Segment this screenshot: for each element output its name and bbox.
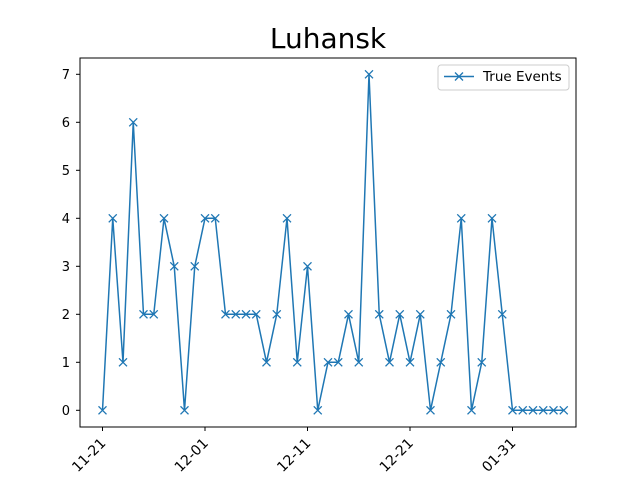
data-point: [251, 309, 261, 319]
data-point: [477, 357, 487, 367]
legend-marker-sample: [454, 72, 464, 81]
y-tick-label: 0: [62, 404, 70, 419]
data-point: [241, 309, 251, 319]
data-point: [487, 213, 497, 223]
chart-title: Luhansk: [270, 22, 387, 55]
data-point: [518, 405, 528, 415]
data-point: [549, 405, 558, 415]
data-point: [292, 357, 302, 367]
data-point: [221, 309, 230, 319]
data-point: [139, 309, 148, 319]
legend-box: [437, 64, 570, 91]
x-tick-label: 12-01: [172, 436, 212, 476]
data-point: [456, 213, 466, 223]
data-point: [364, 69, 374, 79]
data-point: [528, 405, 538, 415]
data-point: [262, 357, 271, 367]
data-point: [282, 213, 292, 223]
series-line: [101, 73, 564, 412]
data-point: [354, 357, 364, 367]
data-point: [344, 309, 353, 319]
legend-label: True Events: [482, 69, 562, 85]
y-tick-label: 7: [62, 68, 70, 83]
data-point: [374, 309, 384, 319]
data-point: [426, 405, 435, 415]
x-tick-label: 11-21: [69, 436, 109, 476]
data-point: [190, 261, 200, 271]
data-point: [446, 309, 456, 319]
data-point: [98, 405, 107, 415]
data-point: [436, 357, 446, 367]
data-point: [118, 357, 128, 367]
data-point: [385, 357, 394, 367]
data-point: [333, 357, 343, 367]
data-point: [128, 117, 138, 127]
x-tick-label: 01-31: [479, 436, 519, 476]
x-tick-label: 12-11: [274, 436, 314, 476]
data-point: [159, 213, 169, 223]
data-point: [200, 213, 210, 223]
data-point: [395, 309, 405, 319]
plot-area: [79, 57, 577, 428]
data-point: [272, 309, 282, 319]
data-point: [538, 405, 548, 415]
data-point: [313, 405, 323, 415]
data-point: [149, 309, 159, 319]
y-tick-label: 2: [62, 308, 70, 323]
y-tick-label: 1: [62, 356, 70, 371]
series-true-events: [98, 69, 569, 415]
data-point: [210, 213, 220, 223]
x-axis: 11-21 12-01 12-11 12-21 01-31: [69, 427, 519, 476]
y-tick-label: 5: [62, 164, 70, 179]
data-point: [231, 309, 241, 319]
x-tick-label: 12-21: [377, 436, 417, 476]
data-point: [508, 405, 517, 415]
data-point: [415, 309, 425, 319]
y-axis: 0 1 2 3 4 5 6 7: [62, 68, 80, 419]
data-point: [108, 213, 118, 223]
data-point: [169, 261, 179, 271]
data-point: [323, 357, 333, 367]
data-point: [405, 357, 415, 367]
data-point: [467, 405, 476, 415]
y-tick-label: 3: [62, 260, 70, 275]
y-tick-label: 4: [62, 212, 70, 227]
data-point: [559, 405, 569, 415]
data-point: [180, 405, 189, 415]
legend: True Events: [437, 64, 570, 91]
data-point: [497, 309, 507, 319]
data-point: [303, 261, 312, 271]
y-tick-label: 6: [62, 116, 70, 131]
